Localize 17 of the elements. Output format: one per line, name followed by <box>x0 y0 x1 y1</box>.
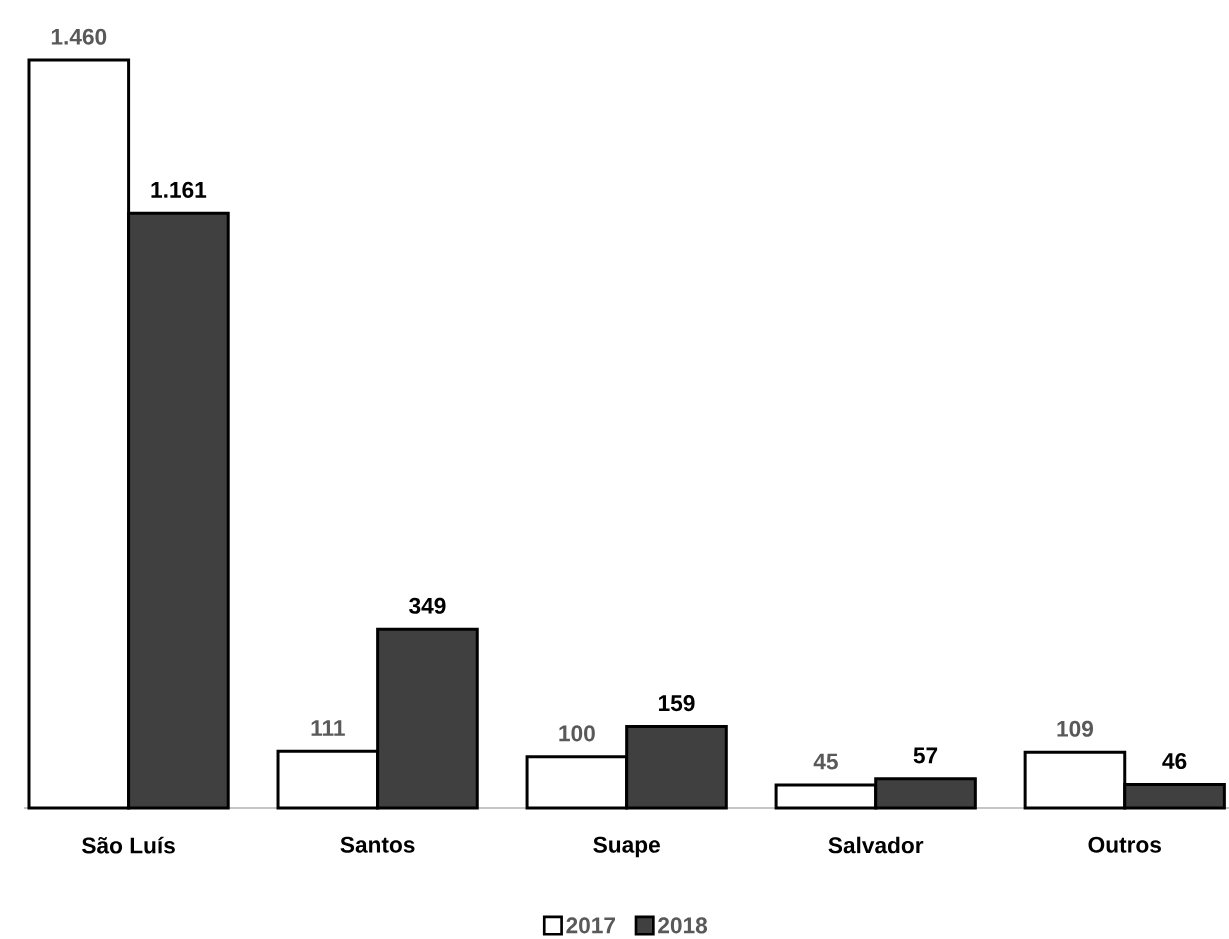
x-tick-label: Salvador <box>828 836 924 854</box>
data-label: 1.161 <box>151 181 207 198</box>
data-label: 100 <box>559 725 595 742</box>
x-tick-label: Suape <box>593 836 660 858</box>
legend-label: 2017 <box>566 917 615 934</box>
data-label: 1.460 <box>51 28 107 45</box>
x-tick-label: Outros <box>1088 836 1161 853</box>
data-label: 109 <box>1057 720 1094 737</box>
data-label: 46 <box>1162 753 1187 770</box>
data-label: 57 <box>913 747 938 764</box>
data-label: 349 <box>409 597 446 614</box>
data-label: 45 <box>813 753 838 770</box>
x-tick-label: São Luís <box>82 836 175 854</box>
x-tick-label: Santos <box>340 836 415 853</box>
legend-label: 2018 <box>658 917 708 934</box>
data-label: 159 <box>659 695 695 712</box>
data-label: 111 <box>311 720 345 736</box>
